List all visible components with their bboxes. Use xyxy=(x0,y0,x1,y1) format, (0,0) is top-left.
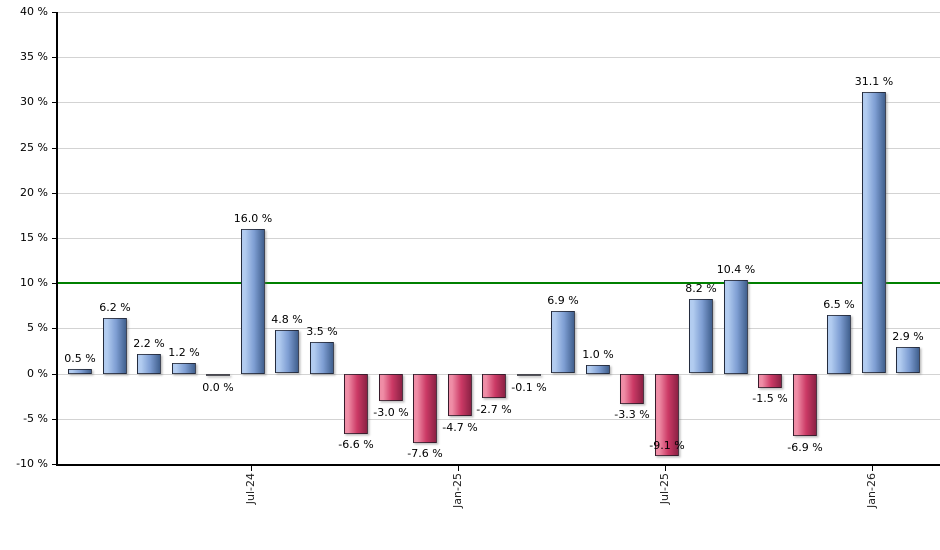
bar-positive xyxy=(586,365,610,374)
y-axis-tick xyxy=(52,12,58,13)
bar-value-label: 16.0 % xyxy=(233,212,273,225)
x-tick-label: Jan-26 xyxy=(865,473,878,508)
y-axis-tick xyxy=(52,238,58,239)
bar-negative xyxy=(206,374,230,376)
bar-positive xyxy=(172,363,196,374)
y-axis-tick xyxy=(52,419,58,420)
bar-negative xyxy=(620,374,644,404)
bar-negative xyxy=(655,374,679,456)
bar-positive xyxy=(862,92,886,373)
y-tick-label: 35 % xyxy=(20,50,48,63)
bar-negative xyxy=(758,374,782,388)
y-axis-tick xyxy=(52,57,58,58)
bar-value-label: -0.1 % xyxy=(511,381,547,394)
bar-value-label: 8.2 % xyxy=(685,282,717,295)
bar-positive xyxy=(241,229,265,374)
bar-negative xyxy=(379,374,403,401)
bar-value-label: -3.3 % xyxy=(614,408,650,421)
gridline xyxy=(58,193,940,194)
bar-positive xyxy=(137,354,161,374)
y-tick-label: 5 % xyxy=(27,321,48,334)
x-axis-tick xyxy=(872,466,873,471)
bar-value-label: -2.7 % xyxy=(476,403,512,416)
plot-area: 0.5 % 6.2 % 2.2 % 1.2 % 0.0 % 16.0 % 4.8 % 3.5 … xyxy=(52,12,940,466)
y-axis-tick xyxy=(52,328,58,329)
bar-value-label: 1.0 % xyxy=(582,348,614,361)
x-tick-label: Jul-25 xyxy=(658,473,671,505)
bar-positive xyxy=(689,299,713,373)
bar-positive xyxy=(68,369,92,374)
y-tick-label: -5 % xyxy=(23,412,48,425)
gridline xyxy=(58,148,940,149)
bar-value-label: 2.9 % xyxy=(892,330,924,343)
bar-negative xyxy=(344,374,368,434)
y-tick-label: 0 % xyxy=(27,367,48,380)
bar-value-label: 0.5 % xyxy=(64,352,96,365)
bar-negative xyxy=(793,374,817,436)
gridline xyxy=(58,102,940,103)
x-axis-tick xyxy=(458,466,459,471)
y-axis-tick xyxy=(52,193,58,194)
bar-positive xyxy=(724,280,748,374)
bar-value-label: 0.0 % xyxy=(202,381,234,394)
bar-positive xyxy=(896,347,920,373)
gridline xyxy=(58,238,940,239)
bar-value-label: -9.1 % xyxy=(649,439,685,452)
bar-value-label: -6.6 % xyxy=(338,438,374,451)
x-tick-label: Jan-25 xyxy=(451,473,464,508)
bar-value-label: 31.1 % xyxy=(854,75,894,88)
bar-negative xyxy=(517,374,541,376)
bar-value-label: -1.5 % xyxy=(752,392,788,405)
y-axis-tick xyxy=(52,102,58,103)
y-tick-label: 25 % xyxy=(20,141,48,154)
bar-negative xyxy=(448,374,472,416)
gridline xyxy=(58,328,940,329)
y-axis-tick xyxy=(52,283,58,284)
reference-line-10pct xyxy=(58,282,940,284)
bar-positive xyxy=(551,311,575,373)
gridline xyxy=(58,12,940,13)
y-tick-label: 40 % xyxy=(20,5,48,18)
bar-negative xyxy=(413,374,437,443)
bar-positive xyxy=(103,318,127,374)
bar-value-label: -7.6 % xyxy=(407,447,443,460)
y-tick-label: 20 % xyxy=(20,186,48,199)
bar-value-label: 1.2 % xyxy=(168,346,200,359)
bar-value-label: 2.2 % xyxy=(133,337,165,350)
x-axis-tick xyxy=(665,466,666,471)
y-axis-tick xyxy=(52,374,58,375)
bar-negative xyxy=(482,374,506,398)
y-tick-label: 15 % xyxy=(20,231,48,244)
x-tick-label: Jul-24 xyxy=(244,473,257,505)
gridline xyxy=(58,57,940,58)
bar-value-label: 4.8 % xyxy=(271,313,303,326)
bar-value-label: 6.5 % xyxy=(823,298,855,311)
bar-positive xyxy=(827,315,851,374)
y-tick-label: 10 % xyxy=(20,276,48,289)
bar-value-label: 3.5 % xyxy=(306,325,338,338)
bar-positive xyxy=(275,330,299,373)
bar-value-label: 6.2 % xyxy=(99,301,131,314)
bar-value-label: -6.9 % xyxy=(787,441,823,454)
bar-positive xyxy=(310,342,334,374)
bar-value-label: 6.9 % xyxy=(547,294,579,307)
bar-value-label: -3.0 % xyxy=(373,406,409,419)
x-axis-tick xyxy=(251,466,252,471)
y-axis-tick xyxy=(52,464,58,465)
y-tick-label: -10 % xyxy=(16,457,48,470)
y-tick-label: 30 % xyxy=(20,95,48,108)
gridline xyxy=(58,419,940,420)
bar-value-label: -4.7 % xyxy=(442,421,478,434)
bar-value-label: 10.4 % xyxy=(716,263,756,276)
y-axis-tick xyxy=(52,148,58,149)
